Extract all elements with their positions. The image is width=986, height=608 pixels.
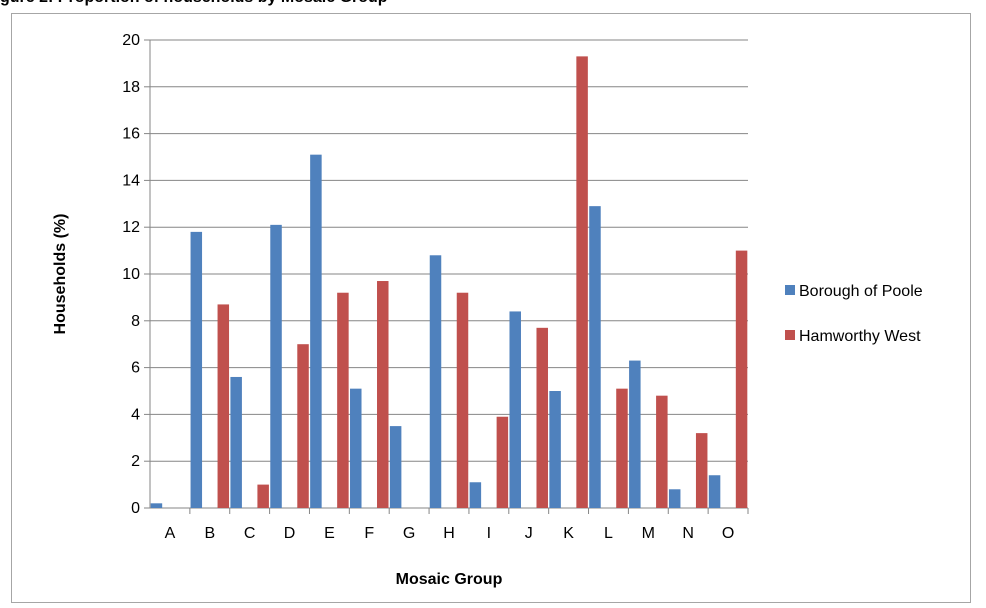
x-tick-label: J	[525, 525, 533, 542]
bar-poole-h	[429, 255, 442, 508]
x-tick-label: L	[604, 525, 613, 542]
bar-poole-d	[270, 224, 282, 509]
x-tick-label: M	[642, 525, 655, 542]
bar-poole-e	[310, 154, 322, 508]
x-tick-label: O	[722, 525, 734, 542]
bar-hamworthy-n	[695, 433, 708, 508]
bar-hamworthy-k	[576, 56, 588, 508]
y-tick-label: 12	[122, 219, 140, 236]
bar-poole-f	[350, 388, 362, 508]
bar-hamworthy-f	[377, 281, 389, 508]
bar-poole-j	[509, 311, 521, 508]
legend-label: Borough of Poole	[799, 283, 923, 300]
y-axis-title: Households (%)	[52, 214, 69, 335]
bar-hamworthy-e	[337, 292, 349, 508]
bar-chart: 0 2 4 6 8 10 12 14 16 18 20 A B C D E F G H I J K L M N O Mosaic G…	[52, 32, 923, 588]
bar-hamworthy-d	[297, 344, 309, 508]
chart-title: gure 2: Proportion of households by Mosa…	[0, 0, 986, 9]
y-tick-label: 16	[122, 126, 140, 143]
bar-hamworthy-o	[735, 250, 748, 508]
bar-poole-i	[469, 482, 482, 508]
x-tick-label: N	[682, 525, 694, 542]
y-tick-label: 14	[122, 172, 140, 189]
y-tick-label: 8	[131, 313, 140, 330]
x-tick-label: I	[487, 525, 491, 542]
x-tick-label: E	[324, 525, 335, 542]
x-tick-label: A	[165, 525, 176, 542]
bar-poole-a	[150, 503, 163, 508]
bar-hamworthy-h	[456, 292, 469, 508]
bar-hamworthy-b	[217, 304, 230, 508]
x-tick-label: F	[364, 525, 374, 542]
bar-hamworthy-c	[257, 484, 269, 508]
bar-poole-l	[589, 206, 601, 508]
bar-hamworthy-m	[656, 395, 668, 508]
y-tick-label: 6	[131, 360, 140, 377]
y-tick-label: 4	[131, 406, 140, 423]
bar-hamworthy-i	[496, 416, 509, 508]
x-axis-title: Mosaic Group	[396, 571, 503, 588]
chart-area: 0 2 4 6 8 10 12 14 16 18 20 A B C D E F G H I J K L M N O Mosaic G…	[11, 13, 971, 603]
x-tick-label: D	[284, 525, 296, 542]
x-tick-label: C	[244, 525, 256, 542]
bar-poole-k	[549, 391, 561, 508]
bar-poole-m	[629, 360, 641, 508]
bar-poole-n	[668, 489, 681, 508]
y-tick-label: 10	[122, 266, 140, 283]
bar-hamworthy-l	[616, 388, 628, 508]
x-tick-label: G	[403, 525, 415, 542]
bar-poole-g	[389, 426, 402, 508]
y-tick-label: 20	[122, 32, 140, 49]
bar-poole-c	[230, 376, 242, 508]
legend-swatch	[785, 330, 795, 340]
legend-label: Hamworthy West	[799, 328, 921, 345]
bar-poole-o	[708, 475, 721, 508]
bar-poole-b	[190, 231, 203, 508]
y-tick-label: 2	[131, 453, 140, 470]
bar-hamworthy-j	[536, 327, 548, 508]
legend-swatch	[785, 285, 795, 295]
x-tick-label: H	[443, 525, 455, 542]
y-tick-label: 18	[122, 79, 140, 96]
y-tick-label: 0	[131, 500, 140, 517]
x-tick-label: K	[563, 525, 574, 542]
x-tick-label: B	[204, 525, 215, 542]
